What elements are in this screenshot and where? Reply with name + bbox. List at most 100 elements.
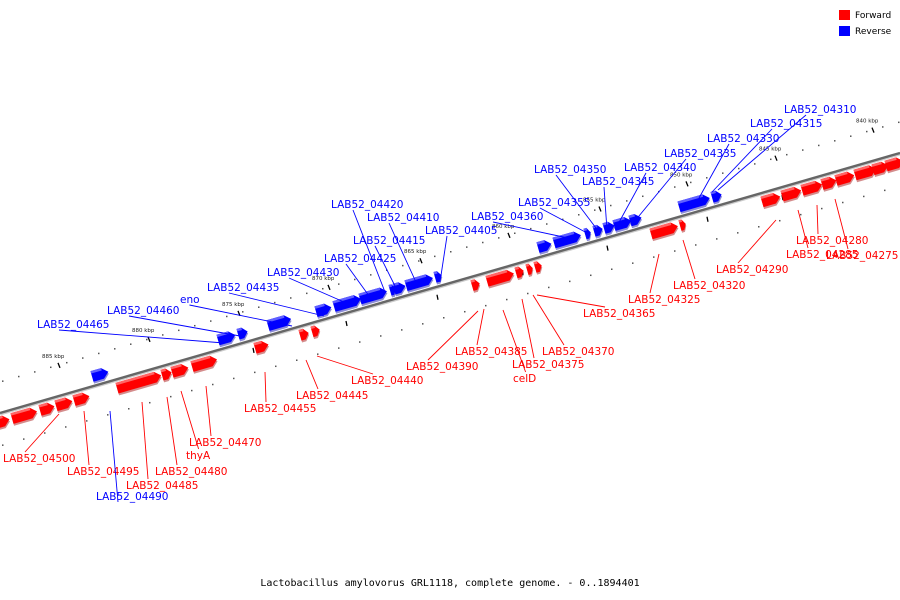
gene-label-lab52-04430: LAB52_04430 <box>267 267 340 279</box>
axis-layer: 840 kbp 845 kbp 850 kbp 855 kbp 860 kbp 865 k… <box>0 119 900 446</box>
scale-dot <box>18 375 20 378</box>
forward-gene <box>514 266 525 281</box>
forward-gene <box>834 171 855 188</box>
forward-gene <box>170 363 189 380</box>
scale-dot-lower <box>590 274 592 277</box>
scale-dot <box>402 264 404 267</box>
gene-label-lab52-04435: LAB52_04435 <box>207 282 280 294</box>
scale-dot <box>34 371 36 373</box>
scale-dot-lower <box>212 383 214 386</box>
scale-dot-lower <box>233 377 235 380</box>
scale-dot-lower <box>296 359 298 361</box>
scale-dot <box>290 297 292 299</box>
label-connector-thya <box>180 390 200 450</box>
gene-label-lab52-04500: LAB52_04500 <box>3 453 76 465</box>
map-caption: Lactobacillus amylovorus GRL1118, comple… <box>260 578 640 589</box>
major-tick <box>598 206 602 212</box>
reverse-gene <box>90 368 109 384</box>
label-connector-lab52-04275 <box>834 198 849 250</box>
forward-gene <box>298 328 310 343</box>
scale-dot <box>802 149 804 151</box>
reverse-gene <box>583 227 592 242</box>
scale-dot <box>578 214 580 216</box>
scale-dot-lower <box>653 256 655 258</box>
major-tick <box>774 155 778 161</box>
gene-label-lab52-04485: LAB52_04485 <box>126 480 199 492</box>
scale-dot <box>114 348 116 350</box>
scale-dot-lower <box>23 438 25 440</box>
scale-dot <box>754 163 756 165</box>
scale-dot <box>482 241 484 244</box>
scale-dot-lower <box>359 341 361 343</box>
gene-label-lab52-04275: LAB52_04275 <box>826 250 899 262</box>
gene-label-lab52-04370: LAB52_04370 <box>542 346 615 358</box>
forward-gene <box>800 180 823 198</box>
label-connector-lab52-04470 <box>205 385 212 437</box>
gene-label-lab52-04495: LAB52_04495 <box>67 466 140 478</box>
label-connector-lab52-04405 <box>439 235 448 283</box>
gene-label-lab52-04455: LAB52_04455 <box>244 403 317 415</box>
scale-dot <box>2 380 4 382</box>
scale-dot <box>210 320 212 322</box>
scale-dot <box>338 283 340 285</box>
label-connector-lab52-04435 <box>228 292 325 317</box>
gene-label-lab52-04385: LAB52_04385 <box>455 346 528 358</box>
label-connector-lab52-04290 <box>737 219 777 264</box>
scale-dot <box>882 126 884 128</box>
scale-dot <box>66 361 68 364</box>
forward-gene <box>780 186 802 204</box>
scale-dot-lower <box>170 395 172 398</box>
label-connector-lab52-04390 <box>427 310 479 361</box>
gene-label-lab52-04375: LAB52_04375 <box>512 359 585 371</box>
reverse-gene <box>433 271 443 285</box>
major-tick <box>327 284 331 291</box>
label-connector-lab52-04425 <box>345 263 373 301</box>
scale-dot-lower <box>611 268 613 270</box>
scale-dot <box>850 135 852 137</box>
gene-label-lab52-04405: LAB52_04405 <box>425 225 498 237</box>
scale-dot <box>674 186 676 188</box>
label-connector-lab52-04420 <box>352 209 386 293</box>
label-connector-lab52-04375 <box>521 298 535 359</box>
backbone-shadow <box>0 153 900 416</box>
reverse-gene <box>216 331 236 348</box>
scale-dot <box>706 177 708 179</box>
scale-dot <box>642 195 644 198</box>
label-connector-lab52-04320 <box>682 239 696 280</box>
label-connector-lab52-04325 <box>649 253 660 294</box>
label-connector-lab52-04285 <box>797 209 809 249</box>
scale-dot-lower <box>800 213 802 216</box>
gene-label-lab52-04480: LAB52_04480 <box>155 466 228 478</box>
scale-dot <box>418 260 420 262</box>
scale-dot-lower <box>128 408 130 410</box>
legend-forward-label: Forward <box>855 11 891 21</box>
scale-dot <box>514 232 516 235</box>
gene-label-lab52-04425: LAB52_04425 <box>324 253 397 265</box>
label-connector-lab52-04500 <box>24 413 60 453</box>
forward-gene <box>72 392 90 408</box>
scale-dot-lower <box>884 189 886 192</box>
label-connector-lab52-04410 <box>388 222 416 281</box>
reverse-gene <box>628 214 643 229</box>
label-connector-lab52-04495 <box>83 410 90 466</box>
gene-label-lab52-04335: LAB52_04335 <box>664 148 737 160</box>
reverse-gene <box>536 240 553 255</box>
tick-label: 880 kbp <box>132 328 155 334</box>
major-tick <box>507 232 511 239</box>
label-connector-lab52-04350 <box>555 174 600 233</box>
scale-dot <box>626 200 628 202</box>
label-layer: LAB52_04275 LAB52_04280 LAB52_04285 LAB52_0… <box>3 104 899 503</box>
forward-gene <box>678 219 687 233</box>
scale-dot-lower <box>737 232 739 234</box>
gene-label-lab52-04465: LAB52_04465 <box>37 319 110 331</box>
scale-dot <box>562 218 564 221</box>
forward-gene <box>470 279 481 293</box>
label-connector-lab52-04335 <box>633 158 687 223</box>
scale-dot-lower <box>443 317 445 319</box>
gene-label-lab52-04280: LAB52_04280 <box>796 235 869 247</box>
scale-dot <box>194 324 196 327</box>
gene-label-lab52-04415: LAB52_04415 <box>353 235 426 247</box>
gene-label-eno: eno <box>180 294 200 306</box>
scale-dot <box>226 315 228 318</box>
scale-dot <box>546 223 548 225</box>
